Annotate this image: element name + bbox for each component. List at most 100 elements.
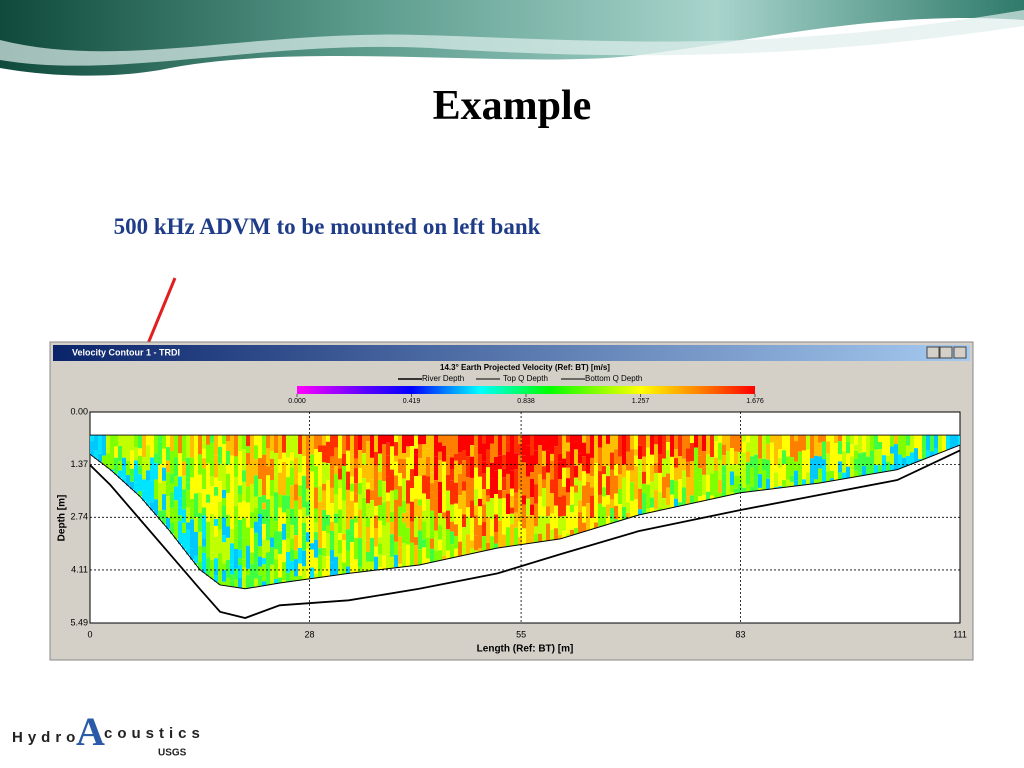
y-tick-label: 0.00 — [70, 406, 88, 416]
contour-cell — [562, 495, 566, 516]
contour-cell — [262, 495, 266, 503]
contour-cell — [758, 487, 762, 491]
contour-cell — [238, 549, 242, 559]
contour-cell — [506, 442, 510, 452]
contour-cell — [854, 470, 858, 477]
contour-cell — [754, 465, 758, 479]
contour-cell — [262, 509, 266, 524]
contour-cell — [138, 455, 142, 466]
contour-cell — [614, 519, 618, 522]
contour-cell — [378, 505, 382, 521]
contour-cell — [382, 525, 386, 547]
contour-cell — [410, 521, 414, 543]
contour-cell — [590, 495, 594, 518]
contour-cell — [390, 469, 394, 491]
contour-cell — [542, 531, 546, 542]
contour-cell — [662, 458, 666, 477]
contour-cell — [746, 484, 750, 492]
contour-cell — [650, 464, 654, 482]
contour-cell — [490, 435, 494, 444]
contour-cell — [650, 497, 654, 508]
contour-cell — [510, 470, 514, 489]
contour-cell — [698, 435, 702, 456]
contour-cell — [634, 435, 638, 450]
x-axis-label: Length (Ref: BT) [m] — [477, 644, 574, 655]
contour-cell — [446, 510, 450, 530]
close-button[interactable] — [953, 346, 967, 359]
contour-cell — [426, 499, 430, 519]
contour-cell — [306, 541, 310, 549]
contour-cell — [554, 528, 558, 536]
contour-cell — [690, 495, 694, 504]
contour-cell — [602, 435, 606, 450]
contour-cell — [654, 435, 658, 445]
contour-cell — [302, 507, 306, 523]
contour-cell — [810, 435, 814, 459]
contour-cell — [586, 473, 590, 482]
contour-cell — [910, 452, 914, 462]
contour-cell — [334, 447, 338, 467]
contour-cell — [246, 527, 250, 546]
contour-cell — [262, 558, 266, 565]
contour-cell — [410, 542, 414, 565]
contour-cell — [430, 538, 434, 549]
contour-cell — [486, 489, 490, 496]
contour-cell — [330, 521, 334, 531]
contour-cell — [122, 435, 126, 458]
contour-cell — [598, 503, 602, 527]
contour-cell — [294, 516, 298, 529]
maximize-button[interactable] — [939, 346, 953, 359]
contour-cell — [214, 518, 218, 526]
contour-cell — [370, 457, 374, 480]
contour-cell — [618, 456, 622, 474]
contour-cell — [718, 460, 722, 472]
contour-cell — [438, 481, 442, 491]
contour-cell — [414, 498, 418, 517]
contour-cell — [350, 519, 354, 530]
contour-cell — [666, 442, 670, 451]
contour-cell — [730, 484, 734, 493]
contour-cell — [814, 455, 818, 480]
contour-cell — [98, 435, 102, 454]
contour-cell — [826, 471, 830, 482]
contour-cell — [170, 492, 174, 508]
contour-cell — [214, 495, 218, 519]
contour-cell — [162, 467, 166, 481]
contour-cell — [214, 487, 218, 496]
contour-cell — [554, 435, 558, 447]
contour-cell — [842, 451, 846, 473]
contour-cell — [722, 473, 726, 497]
contour-cell — [410, 501, 414, 522]
contour-cell — [198, 531, 202, 546]
contour-cell — [374, 528, 378, 547]
contour-cell — [158, 441, 162, 465]
contour-cell — [482, 504, 486, 523]
contour-cell — [546, 435, 550, 451]
minimize-button[interactable] — [926, 346, 940, 359]
contour-cell — [198, 474, 202, 485]
contour-cell — [242, 481, 246, 492]
contour-cell — [662, 435, 666, 459]
contour-cell — [190, 457, 194, 478]
contour-cell — [266, 466, 270, 476]
contour-cell — [338, 479, 342, 489]
contour-cell — [206, 502, 210, 522]
contour-cell — [358, 450, 362, 468]
contour-cell — [442, 445, 446, 462]
contour-cell — [774, 465, 778, 473]
contour-cell — [538, 467, 542, 475]
contour-cell — [242, 517, 246, 538]
contour-cell — [506, 527, 510, 547]
contour-cell — [518, 469, 522, 490]
contour-cell — [306, 501, 310, 509]
contour-cell — [878, 441, 882, 450]
contour-cell — [702, 451, 706, 468]
contour-cell — [346, 508, 350, 530]
x-tick-label: 28 — [304, 629, 314, 639]
contour-cell — [374, 515, 378, 529]
contour-cell — [294, 550, 298, 560]
contour-cell — [310, 516, 314, 532]
contour-cell — [374, 465, 378, 490]
contour-cell — [526, 461, 530, 477]
contour-cell — [782, 435, 786, 451]
